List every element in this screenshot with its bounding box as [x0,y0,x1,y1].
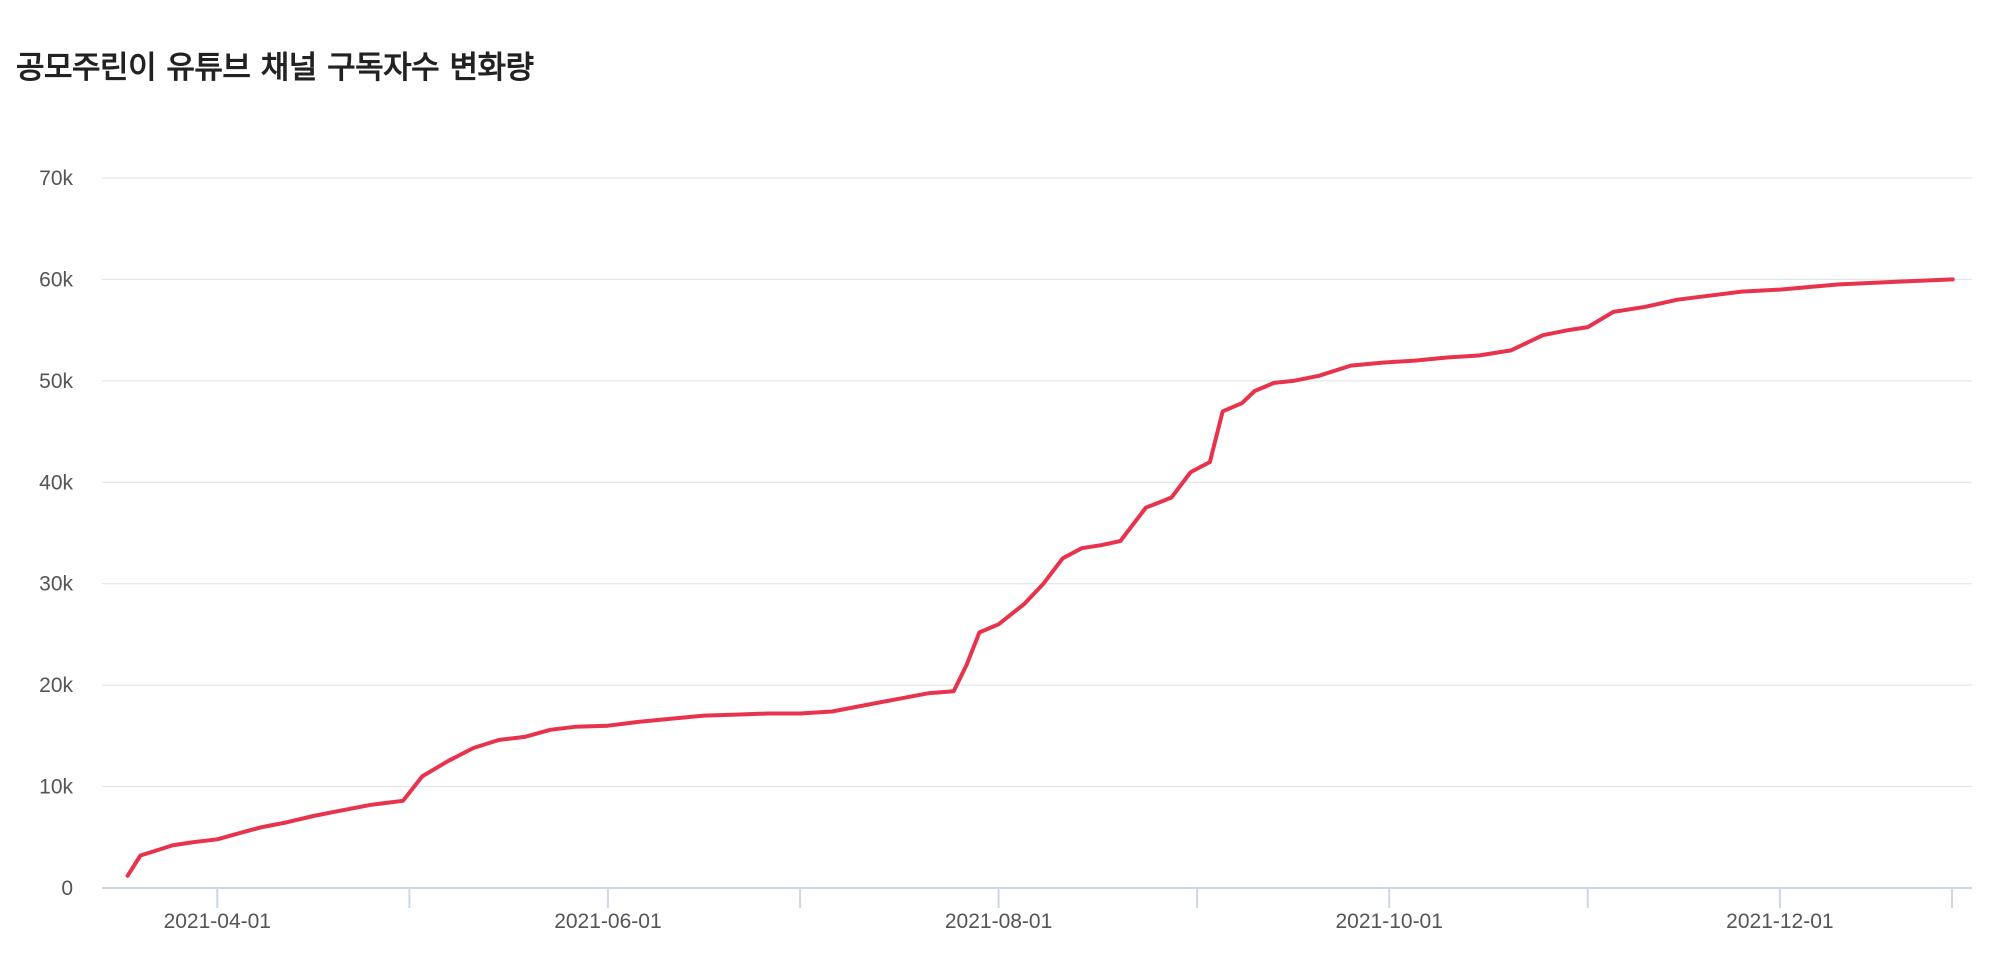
x-tick-label: 2021-12-01 [1726,910,1833,933]
series-layer [125,277,1955,878]
y-tick-label: 50k [39,370,73,393]
series-line [125,277,1955,878]
x-tick-label: 2021-08-01 [945,910,1052,933]
chart-title: 공모주린이 유튜브 채널 구독자수 변화량 [16,50,534,86]
y-tick-label: 20k [39,674,73,697]
grid-lines [102,177,1972,788]
x-axis: 2021-04-01 2021-06-01 2021-08-01 2021-10-01… [102,887,1972,933]
x-tick-label: 2021-06-01 [554,910,661,933]
y-tick-label: 30k [39,573,73,596]
y-tick-label: 60k [39,268,73,291]
y-tick-label: 0 [61,877,73,900]
y-tick-label: 70k [39,167,73,190]
y-tick-label: 10k [39,776,73,799]
x-tick-label: 2021-04-01 [164,910,271,933]
y-axis: 0 10k 20k 30k 40k 50k 60k 70k [39,167,73,900]
y-tick-label: 40k [39,471,73,494]
x-tick-label: 2021-10-01 [1336,910,1443,933]
